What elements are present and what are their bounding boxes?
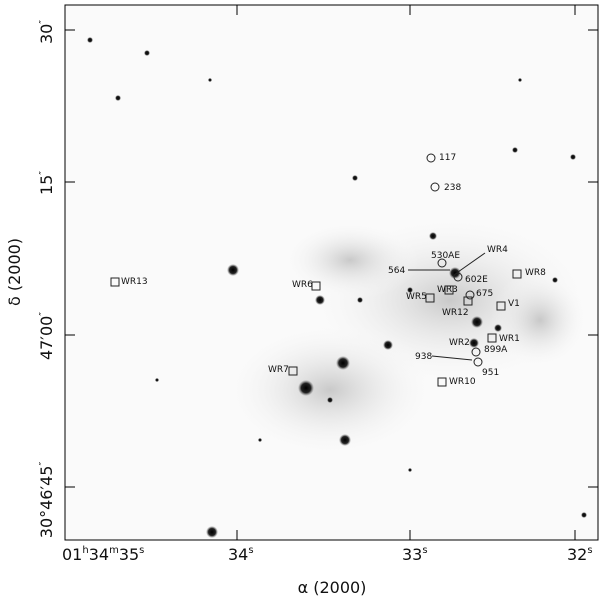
tick-part: ″ [38,171,49,175]
y-tick-label: 15″ [37,171,56,195]
star-label: 899A [484,345,508,355]
tick-part: ″ [38,312,49,316]
star-label: V1 [508,299,520,309]
x-axis-title: α (2000) [298,578,367,597]
x-tick-label: 32s [567,545,593,564]
tick-part: 47′00 [37,316,56,360]
star-label: 530AE [431,251,460,261]
star-label: 564 [388,266,405,276]
tick-part: 01 [62,545,82,564]
star-label: WR7 [268,365,289,375]
y-tick-label: 30″ [37,20,56,44]
tick-part: s [248,545,253,556]
stars [87,37,587,538]
star-label: 602E [465,275,488,285]
tick-part: ″ [38,20,49,24]
star-label: WR2 [449,338,470,348]
star-label: WR13 [121,277,148,287]
star-label: WR4 [487,245,508,255]
tick-part: h [82,545,88,556]
tick-marks [65,5,598,540]
star-label: 238 [444,183,461,193]
y-ticks: 30″ 15″ 47′00″ 30°46′45″ [37,20,56,539]
tick-part: s [422,545,427,556]
tick-part: 15 [37,175,56,195]
tick-part: s [587,545,592,556]
tick-part: 35 [119,545,139,564]
tick-part: 34 [228,545,248,564]
star-label: WR10 [449,377,476,387]
tick-part: m [109,545,119,556]
x-tick-label: 34s [228,545,254,564]
x-tick-label: 33s [402,545,428,564]
tick-part: 32 [567,545,587,564]
y-tick-label: 47′00″ [37,312,56,360]
x-tick-label: 01h34m35s [62,545,144,564]
markers [110,153,522,387]
tick-part: 30°46′45 [37,466,56,539]
star-label: 951 [482,368,499,378]
x-ticks: 01h34m35s 34s 33s 32s [62,545,593,564]
star-label: 117 [439,153,456,163]
star-label: WR8 [525,268,546,278]
star-label: WR1 [499,334,520,344]
star-labels: 117 238 530AE WR4 564 602E WR8 WR13 WR6 … [121,153,546,387]
star-label: 675 [476,289,493,299]
star-label: WR6 [292,280,313,290]
star-label: WR5 [406,292,427,302]
star-label: WR12 [442,308,469,318]
tick-part: 30 [37,24,56,44]
y-tick-label: 30°46′45″ [37,462,56,539]
tick-part: ″ [38,462,49,466]
y-axis-title: δ (2000) [5,238,24,306]
star-label: 938 [415,352,432,362]
nebula [220,210,600,460]
tick-part: 33 [402,545,422,564]
star-label: WR3 [437,285,458,295]
tick-part: 34 [89,545,109,564]
tick-part: s [139,545,144,556]
